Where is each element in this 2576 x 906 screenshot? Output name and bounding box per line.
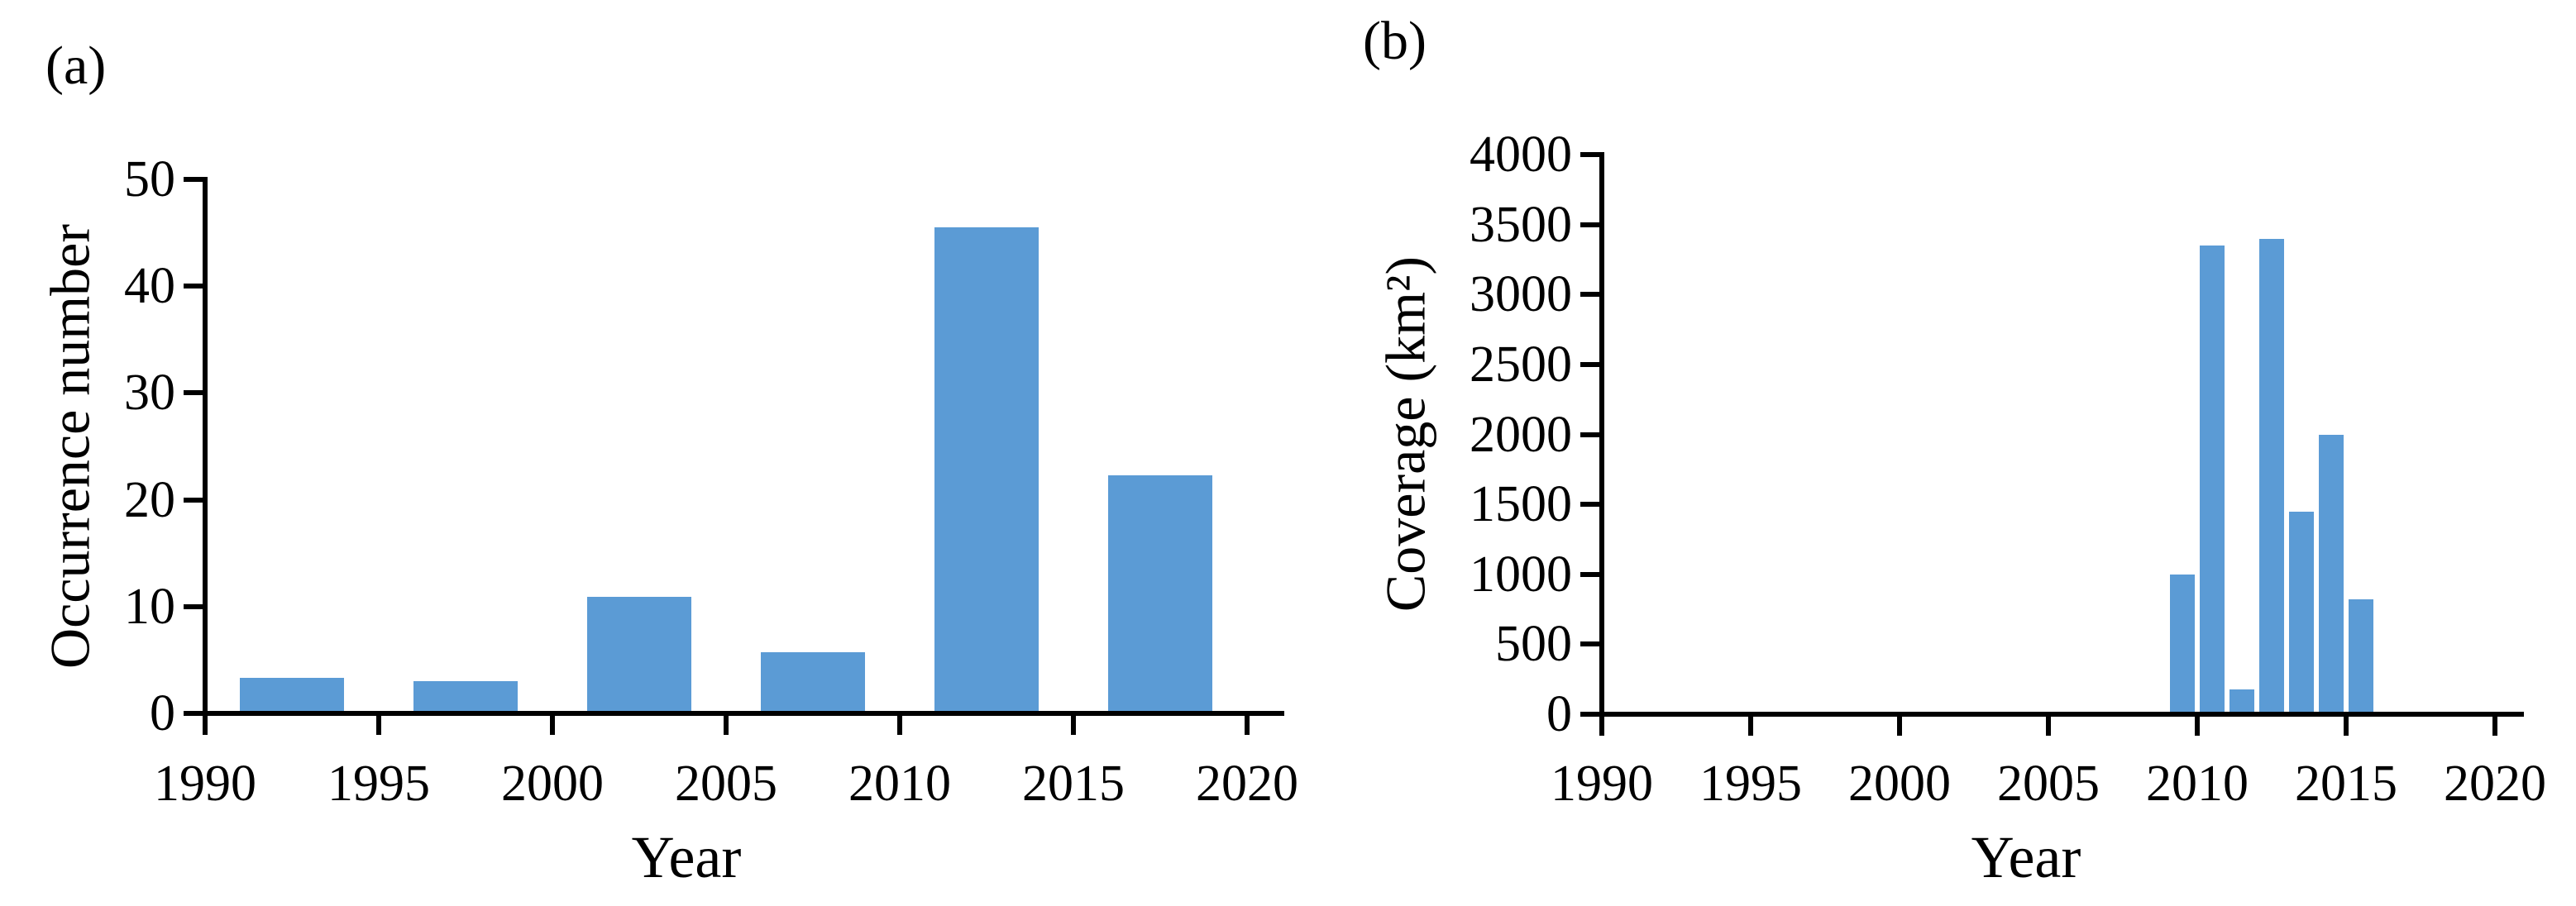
y-tick-label-2000: 2000 <box>1470 406 1572 463</box>
y-tick-label-30: 30 <box>124 365 175 422</box>
panel-a-label: (a) <box>45 36 107 96</box>
bar-2011 <box>2230 689 2254 714</box>
x-tick-label-2000: 2000 <box>1848 756 1951 812</box>
y-tick-3000 <box>1580 292 1599 298</box>
x-tick-label-2010: 2010 <box>2146 756 2249 812</box>
bar-2015–2020 <box>1108 474 1212 713</box>
y-axis-line <box>203 177 208 716</box>
x-tick-2015 <box>1071 716 1076 735</box>
bar-2010 <box>2200 246 2225 714</box>
bar-1990–1995 <box>240 678 344 713</box>
x-axis-line <box>188 711 1284 716</box>
y-tick-0 <box>1580 712 1599 717</box>
x-tick-label-2020: 2020 <box>2444 756 2546 812</box>
x-axis-line <box>1584 712 2524 717</box>
x-tick-label-2010: 2010 <box>848 756 951 812</box>
x-tick-2015 <box>2344 717 2349 736</box>
x-tick-1995 <box>1748 717 1753 736</box>
x-tick-2005 <box>2046 717 2051 736</box>
y-tick-1500 <box>1580 502 1599 508</box>
y-tick-40 <box>184 284 203 289</box>
bar-2015 <box>2349 599 2373 714</box>
y-tick-label-1500: 1500 <box>1470 476 1572 533</box>
bar-2000–2005 <box>587 597 691 713</box>
panel-a-x-axis-title: Year <box>631 824 742 890</box>
x-tick-label-2005: 2005 <box>675 756 777 812</box>
bar-2012 <box>2259 238 2284 714</box>
panel-b-x-axis-title: Year <box>1971 824 2081 890</box>
y-tick-30 <box>184 390 203 396</box>
x-tick-label-1995: 1995 <box>1699 756 1802 812</box>
y-axis-line <box>1599 152 1604 717</box>
x-tick-2010 <box>2195 717 2200 736</box>
x-tick-label-2005: 2005 <box>1997 756 2100 812</box>
y-tick-label-4000: 4000 <box>1470 126 1572 183</box>
x-tick-label-1990: 1990 <box>154 756 256 812</box>
y-tick-label-0: 0 <box>1546 686 1572 742</box>
y-tick-label-3000: 3000 <box>1470 266 1572 323</box>
y-tick-0 <box>184 711 203 716</box>
y-tick-label-1000: 1000 <box>1470 546 1572 603</box>
y-tick-label-3500: 3500 <box>1470 196 1572 253</box>
x-tick-2005 <box>724 716 729 735</box>
x-tick-label-2015: 2015 <box>2295 756 2397 812</box>
y-tick-10 <box>184 603 203 609</box>
x-tick-2000 <box>1897 717 1902 736</box>
bar-1995–2000 <box>413 681 518 713</box>
y-tick-2000 <box>1580 432 1599 437</box>
bar-2014 <box>2319 434 2344 714</box>
x-tick-1990 <box>203 716 208 735</box>
y-tick-label-2500: 2500 <box>1470 336 1572 393</box>
y-tick-20 <box>184 497 203 503</box>
x-tick-1990 <box>1599 717 1604 736</box>
y-tick-label-500: 500 <box>1495 616 1572 673</box>
bar-2009 <box>2170 574 2195 714</box>
y-tick-500 <box>1580 641 1599 647</box>
x-tick-2020 <box>2492 717 2497 736</box>
y-tick-2500 <box>1580 361 1599 367</box>
x-tick-label-1995: 1995 <box>327 756 430 812</box>
bar-2005–2010 <box>761 652 865 713</box>
y-tick-4000 <box>1580 152 1599 157</box>
x-tick-label-1990: 1990 <box>1551 756 1653 812</box>
y-tick-label-0: 0 <box>150 685 175 741</box>
x-tick-label-2015: 2015 <box>1022 756 1125 812</box>
x-tick-label-2000: 2000 <box>501 756 604 812</box>
y-tick-3500 <box>1580 222 1599 227</box>
y-tick-label-40: 40 <box>124 258 175 315</box>
x-tick-2020 <box>1245 716 1250 735</box>
y-tick-label-20: 20 <box>124 471 175 528</box>
y-tick-1000 <box>1580 571 1599 577</box>
x-tick-label-2020: 2020 <box>1196 756 1298 812</box>
x-tick-1995 <box>376 716 381 735</box>
bar-2010–2015 <box>934 227 1039 713</box>
panel-b-label: (b) <box>1363 11 1427 71</box>
bar-2013 <box>2289 511 2314 714</box>
y-tick-50 <box>184 177 203 182</box>
x-tick-2010 <box>897 716 902 735</box>
x-tick-2000 <box>550 716 555 735</box>
y-tick-label-50: 50 <box>124 151 175 207</box>
panel-b-y-axis-title: Coverage (km²) <box>1374 255 1437 613</box>
y-tick-label-10: 10 <box>124 578 175 635</box>
